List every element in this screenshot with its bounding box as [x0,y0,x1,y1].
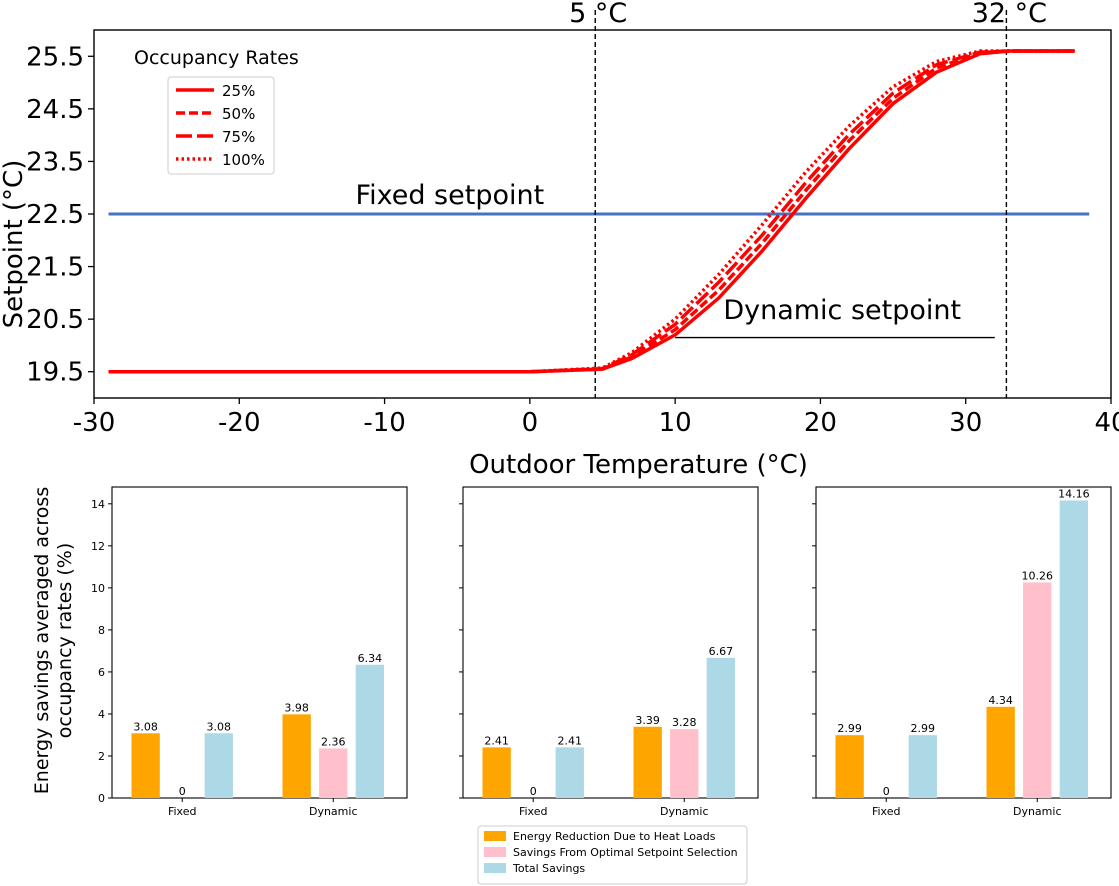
legend-entry: 75% [222,128,255,146]
savings-bar [1059,500,1088,798]
savings-bar [319,748,348,798]
y-tick-label: 12 [91,540,105,553]
bar-plot-frame [111,486,408,799]
x-tick-label: 30 [949,408,982,438]
x-tick-label: 0 [522,408,539,438]
bar-plot-frame [462,486,759,799]
occupancy-curve [108,49,1075,374]
bar-value-label: 3.39 [635,714,660,727]
savings-bar [131,733,160,798]
bar-value-label: 3.28 [672,716,697,729]
threshold-label: 32 °C [972,0,1047,29]
savings-bar [835,735,864,798]
bar-value-label: 3.98 [284,701,309,714]
savings-bar [355,664,384,798]
dynamic-setpoint-label: Dynamic setpoint [723,295,961,326]
x-tick-label: 20 [804,408,837,438]
bar-y-axis-label-line: occupancy rates (%) [54,543,76,738]
savings-bar [555,747,584,798]
bar-value-label: 14.16 [1058,487,1090,500]
x-axis-label: Outdoor Temperature (°C) [469,450,808,480]
bar-value-label: 2.36 [321,735,346,748]
bar-value-label: 2.99 [837,722,862,735]
y-tick-label: 10 [91,582,105,595]
threshold-label: 5 °C [569,0,627,29]
bar-value-label: 2.41 [484,734,509,747]
y-tick-label: 23.5 [26,147,84,177]
x-tick-label: 40 [1094,408,1119,438]
savings-legend: Energy Reduction Due to Heat Loads Saving… [477,825,748,885]
x-tick-label: 10 [659,408,692,438]
y-tick-label: 14 [91,498,105,511]
savings-bar [986,706,1015,798]
legend-entry: Total Savings [512,862,585,875]
occupancy-legend: Occupancy Rates 25% 50% 75% 100% [134,47,299,175]
bar-value-label: 6.34 [358,652,383,665]
bar-value-label: 0 [179,785,186,798]
occupancy-curve [108,49,1075,374]
savings-bar [908,735,937,798]
bar-value-label: 0 [883,785,890,798]
legend-entry: 25% [222,82,255,100]
category-label: Dynamic [660,805,709,818]
legend-entry: 100% [222,151,265,169]
y-tick-label: 4 [98,708,105,721]
bar-value-label: 2.99 [911,722,936,735]
legend-swatch [484,831,506,841]
x-tick-label: -30 [73,408,115,438]
bar-y-axis-label: Energy savings averaged acrossoccupancy … [31,487,76,794]
x-tick-label: -10 [363,408,405,438]
y-tick-label: 20.5 [26,305,84,335]
y-tick-label: 21.5 [26,253,84,283]
legend-swatch [484,847,506,857]
bar-plot-frame [815,486,1112,799]
bar-value-label: 0 [530,785,537,798]
category-label: Dynamic [1013,805,1062,818]
category-label: Fixed [872,805,901,818]
bar-value-label: 2.41 [558,734,583,747]
legend-box [167,76,275,175]
savings-bar [706,657,735,798]
y-tick-label: 0 [98,792,105,805]
legend-entry: Savings From Optimal Setpoint Selection [513,846,738,859]
fixed-setpoint-label: Fixed setpoint [356,180,545,211]
bar-value-label: 3.08 [133,720,158,733]
occupancy-curve [108,49,1075,374]
bar-value-label: 4.34 [988,694,1013,707]
y-tick-label: 2 [98,750,105,763]
y-tick-label: 25.5 [26,42,84,72]
savings-bar-chart: Fixed 2.41 0 2.41 Dynamic 3.39 3.28 6.67 [459,486,759,818]
setpoint-chart: Fixed setpoint 5 °C 32 °C Dynamic setpoint -… [0,0,1119,480]
legend-box [477,825,748,885]
bar-value-label: 3.08 [207,720,232,733]
legend-entry: Energy Reduction Due to Heat Loads [513,830,716,843]
y-tick-label: 24.5 [26,95,84,125]
savings-bar-chart: 0 2 4 6 8 10 12 14 Fixed 3.08 0 3.08 Dynamic 3.98 2.36… [91,486,408,818]
y-tick-label: 22.5 [26,200,84,230]
y-tick-label: 6 [98,666,105,679]
savings-bar [204,733,233,798]
category-label: Fixed [519,805,548,818]
savings-bar-chart: Fixed 2.99 0 2.99 Dynamic 4.34 10.26 14.16 [812,486,1112,818]
legend-swatch [484,863,506,873]
bar-y-axis-label-line: Energy savings averaged across [31,487,53,794]
y-axis-label: Setpoint (°C) [0,160,29,329]
savings-bar [1023,582,1052,798]
bar-value-label: 6.67 [709,645,734,658]
bar-value-label: 10.26 [1022,569,1054,582]
savings-bar [670,729,699,798]
savings-bar [482,747,511,798]
x-tick-label: -20 [218,408,260,438]
savings-bar [282,714,311,798]
category-label: Fixed [168,805,197,818]
savings-bar [633,726,662,798]
category-label: Dynamic [309,805,358,818]
legend-entry: 50% [222,105,255,123]
legend-title: Occupancy Rates [134,47,299,69]
y-tick-label: 19.5 [26,358,84,388]
y-tick-label: 8 [98,624,105,637]
